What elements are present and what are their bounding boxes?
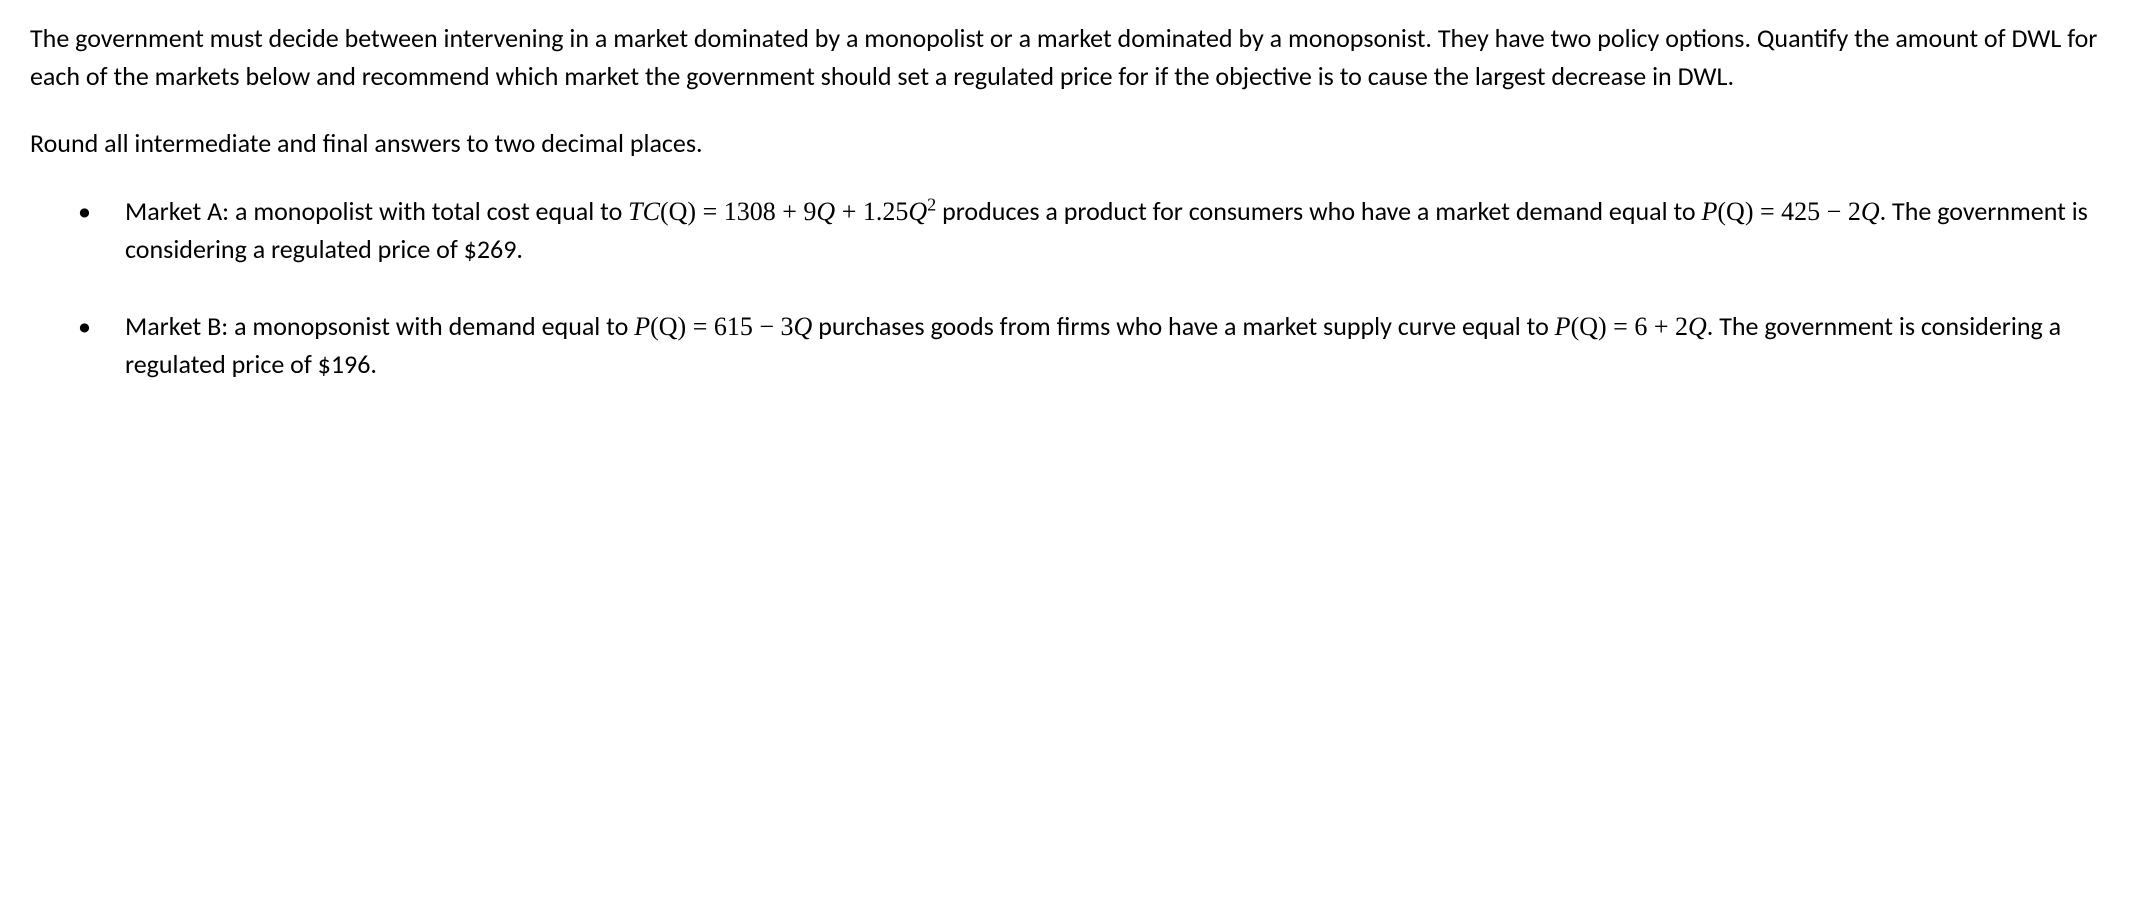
market-b-item: Market B: a monopsonist with demand equa…	[30, 308, 2124, 383]
market-b-mid: purchases goods from firms who have a ma…	[812, 310, 1554, 342]
d-q-b: Q	[794, 312, 813, 341]
p-const-a: 425 − 2	[1781, 197, 1861, 226]
p-function-name-b2: P	[1555, 312, 1571, 341]
s-q-b: Q	[1688, 312, 1707, 341]
market-a-item: Market A: a monopolist with total cost e…	[30, 193, 2124, 268]
p-function-arg-b2: (Q)	[1571, 312, 1607, 341]
market-a-lead: Market A: a monopolist with total cost e…	[125, 195, 628, 227]
p-function-arg-b1: (Q)	[650, 312, 686, 341]
tc-const: 1308 + 9	[724, 197, 817, 226]
market-a-mid: produces a product for consumers who hav…	[936, 195, 1701, 227]
tc-function-arg: (Q)	[660, 197, 696, 226]
tc-q2: Q	[908, 197, 927, 226]
equals-sign-b2: =	[1607, 312, 1635, 341]
d-const-b: 615 − 3	[714, 312, 794, 341]
equals-sign: =	[696, 197, 724, 226]
s-const-b: 6 + 2	[1634, 312, 1688, 341]
market-b-lead: Market B: a monopsonist with demand equa…	[125, 310, 634, 342]
tc-plus: + 1.25	[835, 197, 908, 226]
p-function-name-a: P	[1702, 197, 1718, 226]
tc-exponent: 2	[927, 194, 936, 214]
intro-paragraph: The government must decide between inter…	[30, 20, 2124, 95]
tc-q1: Q	[816, 197, 835, 226]
equals-sign-b1: =	[686, 312, 714, 341]
rounding-instruction: Round all intermediate and final answers…	[30, 125, 2124, 163]
p-q-a: Q	[1861, 197, 1880, 226]
tc-function-name: TC	[628, 197, 660, 226]
p-function-arg-a: (Q)	[1717, 197, 1753, 226]
equals-sign-a2: =	[1753, 197, 1781, 226]
p-function-name-b1: P	[634, 312, 650, 341]
market-list: Market A: a monopolist with total cost e…	[30, 193, 2124, 384]
